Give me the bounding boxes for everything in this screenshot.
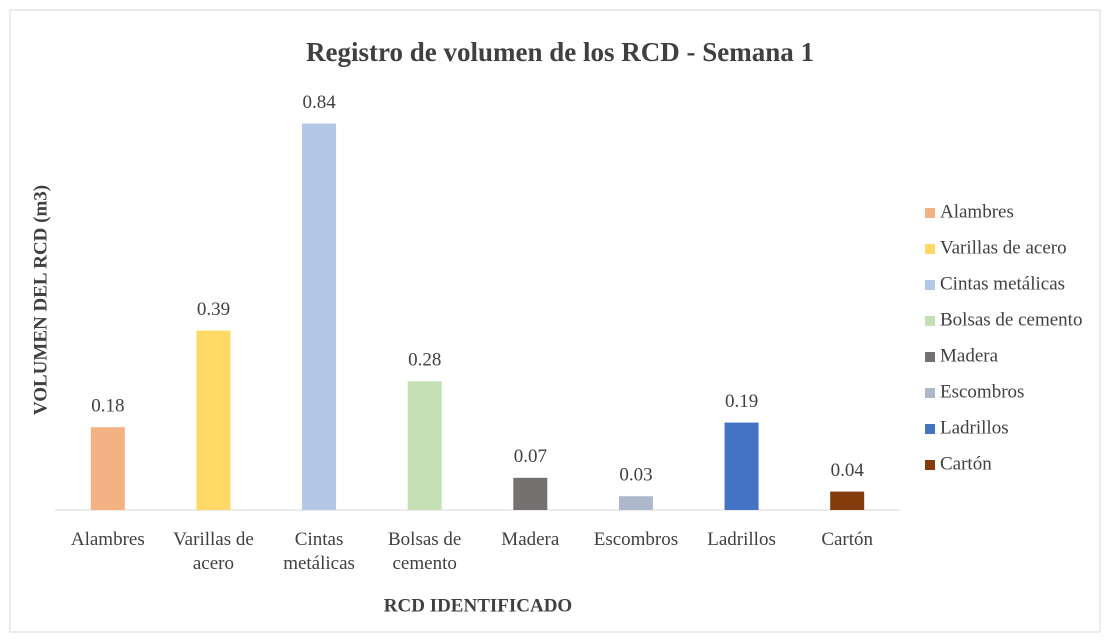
bar: [618, 496, 653, 510]
legend-swatch: [925, 280, 935, 290]
legend-label: Alambres: [940, 201, 1014, 222]
legend-swatch: [925, 208, 935, 218]
x-tick-label: Ladrillos: [707, 529, 776, 550]
data-label: 0.84: [302, 92, 336, 113]
bar: [302, 123, 337, 510]
data-label: 0.28: [408, 350, 441, 371]
y-axis-title: VOLUMEN DEL RCD (m3): [30, 185, 51, 415]
legend-swatch: [925, 244, 935, 254]
chart-frame: [9, 9, 1101, 633]
data-label: 0.04: [831, 460, 865, 481]
legend-swatch: [925, 424, 935, 434]
legend-label: Cartón: [940, 453, 992, 474]
data-label: 0.18: [91, 396, 124, 417]
legend-swatch: [925, 388, 935, 398]
x-tick-label: Varillas de acero: [173, 529, 254, 574]
legend-swatch: [925, 460, 935, 470]
x-tick-label: Cartón: [821, 529, 874, 550]
legend-label: Escombros: [940, 381, 1024, 402]
legend-label: Ladrillos: [940, 417, 1009, 438]
x-tick-label: Bolsas de cemento: [388, 529, 462, 574]
data-label: 0.19: [725, 391, 758, 412]
legend-label: Madera: [940, 345, 999, 366]
bar: [830, 491, 865, 510]
x-axis-title: RCD IDENTIFICADO: [384, 595, 572, 616]
bar: [196, 330, 231, 510]
chart-title: Registro de volumen de los RCD - Semana …: [306, 37, 814, 67]
x-tick-label: Escombros: [593, 529, 679, 550]
bar: [513, 477, 548, 510]
legend-swatch: [925, 352, 935, 362]
legend-label: Varillas de acero: [940, 237, 1067, 258]
bar: [724, 422, 759, 510]
bar: [407, 381, 442, 510]
bar: [90, 427, 125, 510]
data-label: 0.07: [514, 446, 547, 467]
legend-label: Cintas metálicas: [940, 273, 1065, 294]
x-tick-label: Alambres: [70, 529, 145, 550]
legend-label: Bolsas de cemento: [940, 309, 1082, 330]
x-tick-label: Cintas metálicas: [283, 529, 355, 574]
data-label: 0.39: [197, 299, 230, 320]
legend-swatch: [925, 316, 935, 326]
data-label: 0.03: [619, 465, 652, 486]
x-tick-label: Madera: [501, 529, 560, 550]
